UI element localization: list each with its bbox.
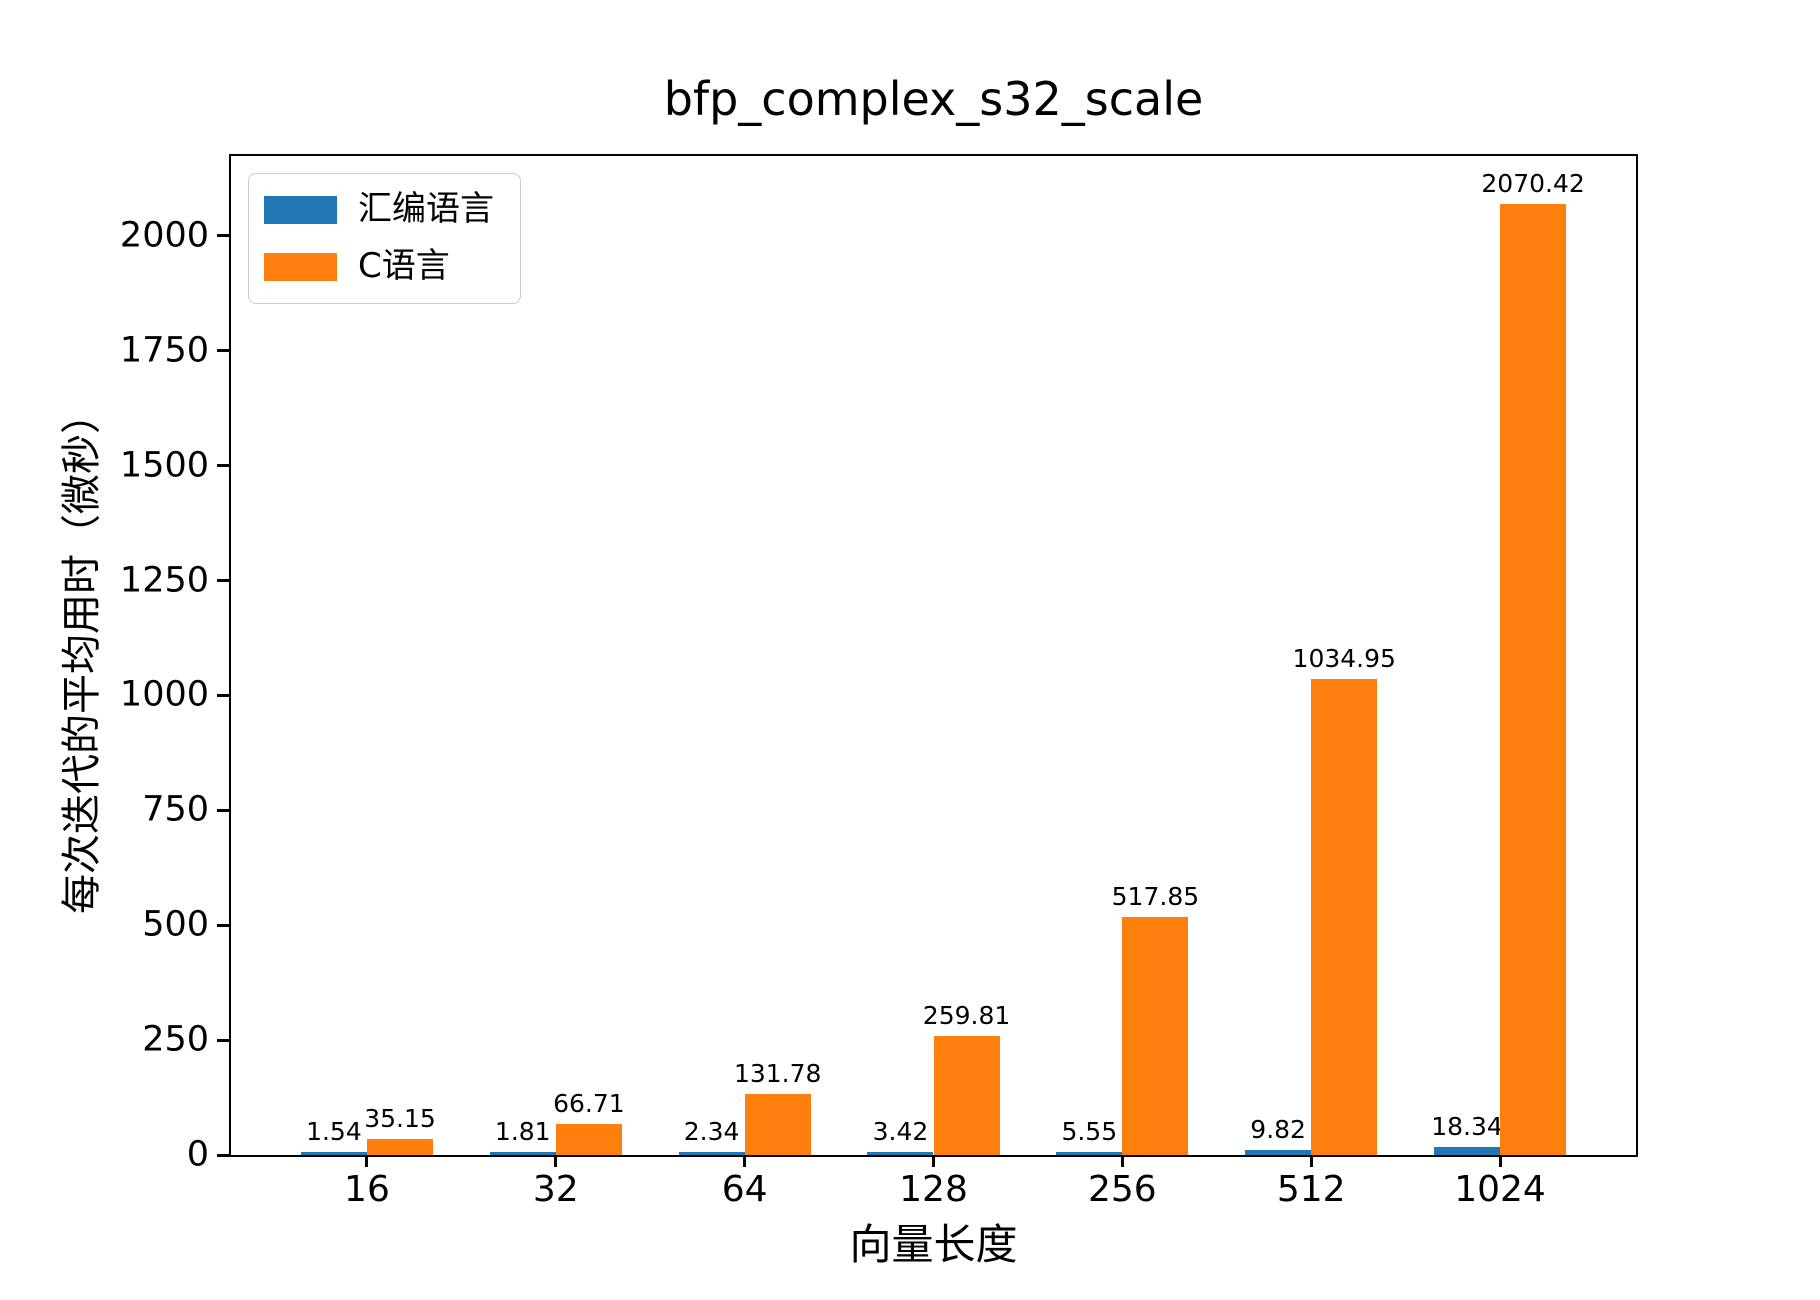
bar-c-32 <box>555 1124 622 1155</box>
bar-value-label-assembly-32: 1.81 <box>494 1117 551 1146</box>
y-tick-label: 1500 <box>119 445 209 486</box>
bar-c-512 <box>1311 679 1378 1155</box>
bar-assembly-64 <box>678 1152 745 1155</box>
bar-c-256 <box>1122 917 1189 1155</box>
bar-value-label-assembly-256: 5.55 <box>1061 1117 1118 1146</box>
legend-entry-c: C语言 <box>264 246 494 287</box>
legend-label-c: C语言 <box>358 246 450 287</box>
y-tick-mark <box>217 579 229 583</box>
legend-entry-assembly: 汇编语言 <box>264 189 494 229</box>
bar-value-label-c-1024: 2070.42 <box>1481 168 1585 198</box>
legend-label-assembly: 汇编语言 <box>358 189 494 229</box>
x-tick-mark <box>554 1155 558 1167</box>
y-axis-label: 每次迭代的平均用时（微秒） <box>59 394 105 914</box>
x-tick-mark <box>1309 1155 1313 1167</box>
y-tick-label: 500 <box>142 904 209 945</box>
plot-area: 汇编语言 C语言 1.54 35.15 1.81 66.71 2.34 131.78 3.4… <box>120 154 1638 1208</box>
bar-assembly-1024 <box>1433 1146 1501 1155</box>
bar-value-label-c-128: 259.81 <box>922 1000 1011 1030</box>
y-tick-mark <box>217 808 229 812</box>
y-tick-mark <box>217 1153 229 1157</box>
x-tick-mark <box>1498 1155 1502 1167</box>
bar-assembly-512 <box>1245 1150 1312 1155</box>
x-tick-label: 64 <box>721 1169 768 1210</box>
y-tick-label: 0 <box>186 1134 209 1175</box>
x-tick-label: 32 <box>532 1169 579 1210</box>
y-tick-mark <box>217 464 229 468</box>
y-tick-mark <box>217 234 229 238</box>
bar-value-label-assembly-1024: 18.34 <box>1431 1111 1503 1141</box>
bar-assembly-16 <box>300 1152 367 1155</box>
y-tick-label: 1250 <box>119 560 209 601</box>
y-tick-mark <box>217 349 229 353</box>
bar-assembly-256 <box>1056 1152 1123 1155</box>
bar-value-label-assembly-16: 1.54 <box>306 1117 362 1146</box>
bar-value-label-assembly-128: 3.42 <box>872 1117 929 1146</box>
legend: 汇编语言 C语言 <box>248 173 521 304</box>
x-tick-label: 128 <box>899 1169 968 1210</box>
legend-swatch-c-icon <box>264 253 337 282</box>
bar-assembly-128 <box>867 1152 934 1155</box>
x-axis-label: 向量长度 <box>849 1220 1018 1269</box>
y-tick-label: 1750 <box>119 330 209 371</box>
y-tick-mark <box>217 923 229 927</box>
x-tick-label: 512 <box>1276 1169 1346 1210</box>
bar-value-label-c-512: 1034.95 <box>1292 644 1396 674</box>
x-tick-mark <box>743 1155 747 1167</box>
bar-value-label-c-64: 131.78 <box>733 1059 822 1089</box>
bar-c-16 <box>366 1138 434 1155</box>
bar-value-label-c-16: 35.15 <box>364 1103 436 1133</box>
x-tick-mark <box>365 1155 369 1167</box>
y-tick-label: 250 <box>142 1019 209 1060</box>
bar-c-64 <box>744 1094 811 1155</box>
bar-value-label-c-32: 66.71 <box>553 1089 625 1119</box>
x-tick-label: 256 <box>1087 1169 1157 1210</box>
y-tick-label: 2000 <box>119 215 209 256</box>
bar-c-128 <box>933 1035 1000 1155</box>
y-tick-label: 1000 <box>119 674 209 715</box>
x-tick-label: 1024 <box>1454 1169 1546 1210</box>
bar-assembly-32 <box>489 1152 556 1155</box>
x-tick-label: 16 <box>344 1169 390 1210</box>
y-tick-mark <box>217 693 229 697</box>
bar-value-label-assembly-512: 9.82 <box>1250 1115 1306 1145</box>
y-tick-label: 750 <box>142 789 209 830</box>
chart-title: bfp_complex_s32_scale <box>663 72 1204 126</box>
bar-c-1024 <box>1500 203 1567 1155</box>
y-tick-mark <box>217 1038 229 1042</box>
bar-value-label-c-256: 517.85 <box>1111 882 1200 912</box>
x-tick-mark <box>1120 1155 1124 1167</box>
bar-value-label-assembly-64: 2.34 <box>683 1117 740 1146</box>
legend-swatch-assembly-icon <box>264 195 337 224</box>
x-tick-mark <box>932 1155 935 1167</box>
